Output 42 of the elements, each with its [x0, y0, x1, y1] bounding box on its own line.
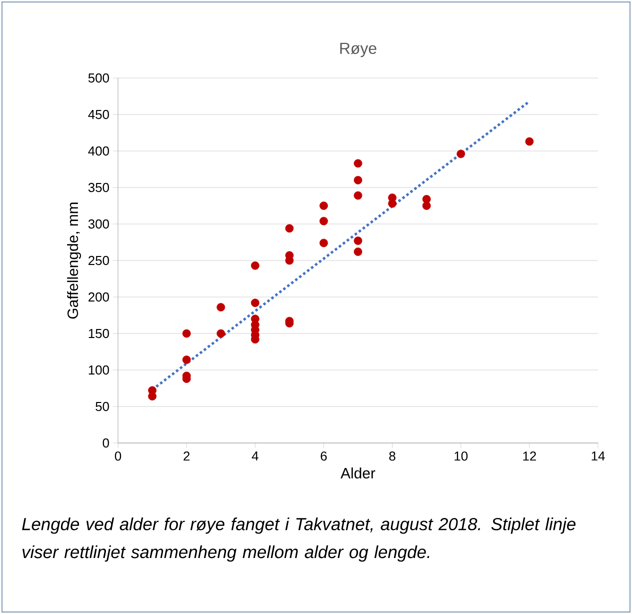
point	[456, 150, 466, 158]
point	[354, 191, 362, 200]
point	[216, 329, 226, 338]
text: Lengde ved alder for røye fanget i Takvatnet, august 2018. Stiplet linje viser rettlinjet sammenheng mellom alder og lengde.	[22, 517, 576, 562]
point	[182, 329, 191, 338]
y-tick-label: 350	[88, 182, 109, 192]
point	[182, 356, 191, 364]
x-tick-label: 0	[114, 452, 122, 461]
x-tick-label: 2	[184, 452, 190, 461]
point	[148, 392, 156, 400]
y-tick-label: 400	[88, 146, 109, 156]
y-tick-label: 450	[88, 110, 109, 120]
point	[250, 298, 260, 308]
y-tick-label: 300	[88, 219, 109, 229]
point	[525, 137, 534, 146]
point	[250, 261, 260, 270]
point	[320, 216, 328, 226]
y-tick-label: 0	[102, 438, 109, 448]
point	[285, 224, 294, 233]
x-tick-label: 12	[523, 452, 536, 461]
point	[354, 248, 362, 256]
y-tick-label: 500	[88, 73, 109, 83]
point	[422, 202, 431, 210]
x-tick-label: 14	[592, 452, 605, 460]
x-tick-label: 8	[389, 452, 396, 461]
point	[320, 238, 328, 248]
y-tick-label: 250	[88, 256, 109, 266]
point	[216, 303, 226, 312]
y-tick-label: 50	[96, 402, 109, 412]
x-tick-label: 4	[252, 452, 258, 460]
point	[354, 176, 362, 184]
x-tick-label: 6	[320, 452, 327, 461]
y-tick-label: 150	[88, 328, 109, 338]
x-tick-label: 10	[454, 452, 468, 461]
chart-title: Røye	[340, 42, 376, 58]
y-tick-label: 100	[88, 365, 109, 375]
point	[320, 202, 328, 210]
y-axis-title: Gaffellengde, mm	[67, 202, 82, 319]
x-axis-title: Alder	[340, 468, 376, 478]
point	[354, 236, 362, 245]
point	[354, 159, 362, 168]
y-tick-label: 200	[88, 292, 109, 302]
